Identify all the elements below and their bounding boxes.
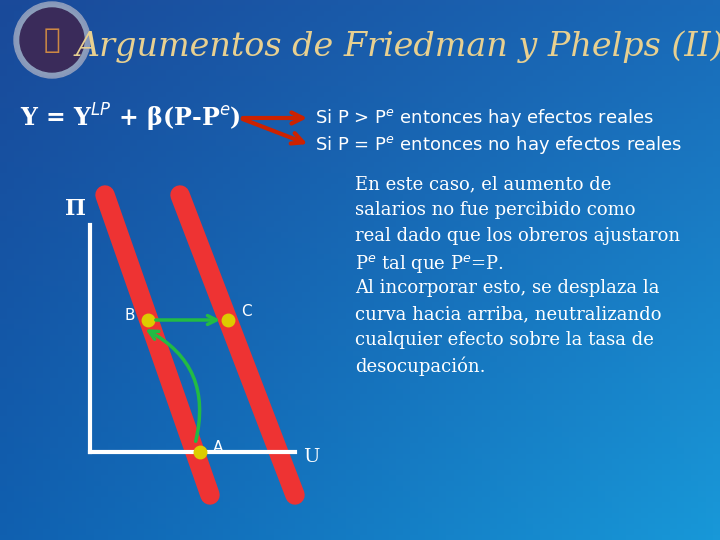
Text: Y = Y$^{LP}$ + β(P-P$^e$): Y = Y$^{LP}$ + β(P-P$^e$): [19, 102, 240, 134]
Text: curva hacia arriba, neutralizando: curva hacia arriba, neutralizando: [355, 305, 662, 323]
Text: real dado que los obreros ajustaron: real dado que los obreros ajustaron: [355, 227, 680, 245]
Text: Al incorporar esto, se desplaza la: Al incorporar esto, se desplaza la: [355, 279, 660, 297]
Text: Argumentos de Friedman y Phelps (II): Argumentos de Friedman y Phelps (II): [76, 30, 720, 63]
Text: A: A: [213, 440, 223, 455]
Text: Si P > P$^e$ entonces hay efectos reales: Si P > P$^e$ entonces hay efectos reales: [315, 107, 654, 129]
Circle shape: [17, 5, 87, 75]
Text: C: C: [240, 305, 251, 320]
Text: En este caso, el aumento de: En este caso, el aumento de: [355, 175, 611, 193]
Text: Si P = P$^e$ entonces no hay efectos reales: Si P = P$^e$ entonces no hay efectos rea…: [315, 134, 682, 156]
Text: B: B: [125, 307, 135, 322]
Text: P$^e$ tal que P$^e$=P.: P$^e$ tal que P$^e$=P.: [355, 253, 504, 275]
Text: cualquier efecto sobre la tasa de: cualquier efecto sobre la tasa de: [355, 331, 654, 349]
Text: desocupación.: desocupación.: [355, 357, 485, 376]
Text: salarios no fue percibido como: salarios no fue percibido como: [355, 201, 636, 219]
Text: U: U: [303, 448, 320, 466]
Text: 🦅: 🦅: [44, 26, 60, 54]
Circle shape: [14, 2, 90, 78]
Text: Π: Π: [65, 198, 86, 220]
Circle shape: [20, 8, 84, 72]
FancyArrowPatch shape: [149, 331, 199, 441]
